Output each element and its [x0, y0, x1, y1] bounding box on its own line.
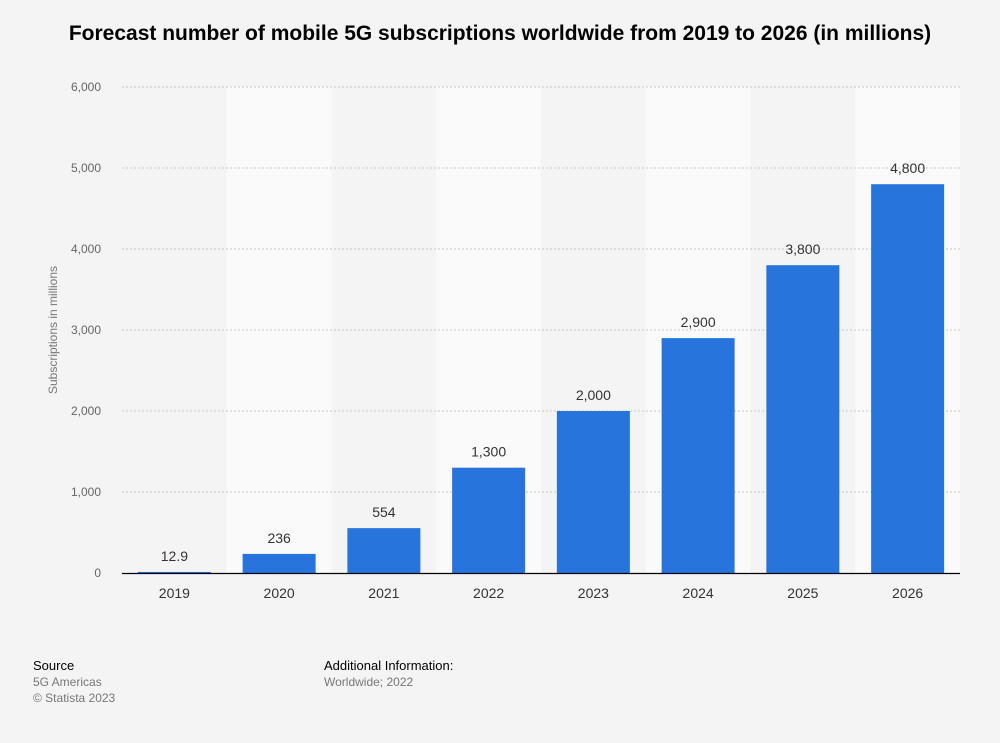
source-heading: Source [33, 658, 75, 673]
bar[interactable] [242, 553, 316, 573]
value-label: 2,000 [576, 387, 611, 403]
value-label: 236 [267, 530, 291, 546]
value-label: 554 [372, 504, 396, 520]
y-axis-label: Subscriptions in millions [46, 266, 60, 394]
x-tick-label: 2025 [787, 585, 818, 601]
x-tick-label: 2023 [578, 585, 609, 601]
bar[interactable] [766, 265, 840, 573]
bar[interactable] [556, 411, 630, 573]
y-tick-label: 2,000 [71, 404, 101, 418]
bar[interactable] [452, 467, 526, 573]
bar[interactable] [137, 571, 211, 573]
y-tick-label: 0 [94, 566, 101, 580]
y-tick-label: 4,000 [71, 242, 101, 256]
source-block: Source 5G Americas © Statista 2023 [33, 658, 115, 705]
y-tick-label: 3,000 [71, 323, 101, 337]
bar[interactable] [347, 528, 421, 573]
additional-info-text: Worldwide; 2022 [324, 675, 414, 689]
x-tick-label: 2019 [159, 585, 190, 601]
value-labels: 12.9 236 554 1,300 2,000 2,900 3,800 4,800 [161, 160, 926, 564]
x-tick-labels: 2019 2020 2021 2022 2023 2024 2025 2026 [159, 585, 924, 601]
additional-info-heading: Additional Information: [324, 658, 454, 673]
bars [137, 184, 945, 573]
x-tick-label: 2026 [892, 585, 923, 601]
value-label: 12.9 [161, 548, 188, 564]
x-tick-label: 2024 [683, 585, 714, 601]
y-tick-labels: 0 1,000 2,000 3,000 4,000 5,000 6,000 [71, 80, 101, 580]
bar[interactable] [661, 338, 735, 573]
value-label: 2,900 [681, 314, 716, 330]
x-tick-label: 2022 [473, 585, 504, 601]
bar[interactable] [871, 184, 945, 573]
value-label: 1,300 [471, 444, 506, 460]
y-tick-label: 1,000 [71, 485, 101, 499]
source-name[interactable]: 5G Americas [33, 675, 102, 689]
y-tick-label: 5,000 [71, 161, 101, 175]
copyright: © Statista 2023 [33, 691, 116, 705]
x-tick-label: 2021 [368, 585, 399, 601]
x-tick-label: 2020 [264, 585, 295, 601]
chart-title: Forecast number of mobile 5G subscriptio… [68, 22, 932, 45]
additional-info-block: Additional Information: Worldwide; 2022 [324, 658, 453, 689]
bar-chart: 12.9 236 554 1,300 2,000 2,900 3,800 4,800 0 1,0… [46, 80, 960, 601]
value-label: 4,800 [890, 160, 925, 176]
value-label: 3,800 [785, 241, 820, 257]
y-tick-label: 6,000 [71, 80, 101, 94]
